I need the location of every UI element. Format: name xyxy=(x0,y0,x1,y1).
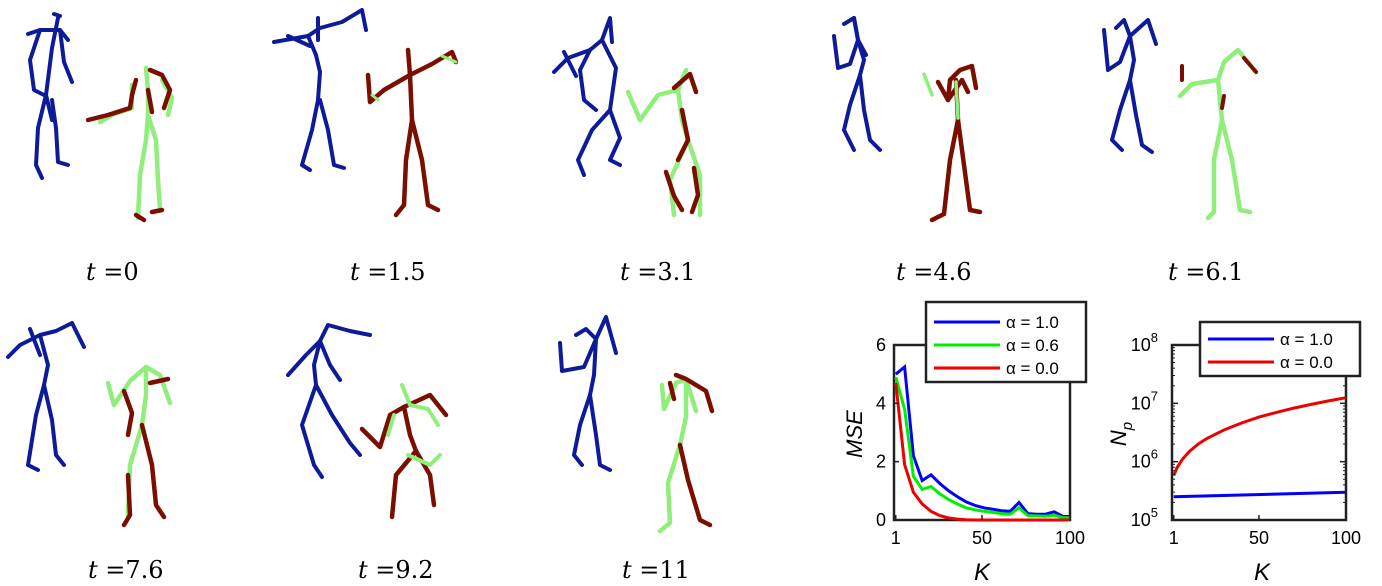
x-tick-label: 50 xyxy=(1249,528,1269,548)
pose-frame-8 xyxy=(558,315,715,534)
person-a-skeleton xyxy=(832,16,882,152)
series-line xyxy=(894,376,1070,520)
frame-caption: t =1.5 xyxy=(350,258,426,286)
y-axis-label: Np xyxy=(1106,422,1136,446)
person-a-skeleton xyxy=(272,8,368,172)
x-tick-label: 1 xyxy=(891,528,901,548)
svg-text:Np: Np xyxy=(1106,422,1136,446)
pose-frame-3 xyxy=(552,16,703,218)
series-line xyxy=(894,382,1070,522)
prediction-skeleton xyxy=(121,376,171,528)
gt-skeleton xyxy=(386,383,442,467)
series-line xyxy=(894,363,1070,518)
prediction-skeleton xyxy=(359,392,449,520)
person-a-skeleton xyxy=(286,323,372,479)
x-tick-label: 1 xyxy=(1169,528,1179,548)
prediction-skeleton xyxy=(85,67,173,223)
legend-label: α = 0.6 xyxy=(1006,336,1059,355)
person-a-skeleton xyxy=(1102,18,1158,154)
prediction-skeleton xyxy=(667,372,715,528)
mse-chart: 1 50 100 0 2 4 6 K MSE α = 1.0 α = 0.6 α = 0.… xyxy=(842,300,1088,586)
x-tick-label: 100 xyxy=(1055,528,1085,548)
gt-skeleton xyxy=(370,54,458,102)
legend-label: α = 0.0 xyxy=(1280,353,1333,372)
y-tick-label: 108 xyxy=(1131,330,1158,355)
frame-caption: t =9.2 xyxy=(358,556,434,584)
frame-caption: t =0 xyxy=(86,258,139,286)
person-a-skeleton xyxy=(6,321,86,472)
pose-frame-4 xyxy=(832,16,983,223)
gt-skeleton xyxy=(657,376,699,534)
legend-label: α = 0.0 xyxy=(1006,359,1059,378)
legend: α = 1.0 α = 0.6 α = 0.0 xyxy=(924,300,1088,384)
person-a-skeleton xyxy=(558,315,618,472)
legend-label: α = 1.0 xyxy=(1280,330,1333,349)
pose-frame-1 xyxy=(26,12,175,223)
series-line xyxy=(1173,490,1347,499)
gt-skeleton xyxy=(105,364,173,518)
y-tick-label: 6 xyxy=(876,335,886,355)
person-a-skeleton xyxy=(26,12,74,180)
prediction-skeleton xyxy=(663,71,701,215)
x-tick-label: 100 xyxy=(1331,528,1361,548)
legend-box xyxy=(1198,320,1362,378)
gt-skeleton xyxy=(1177,47,1259,221)
prediction-skeleton xyxy=(1180,56,1258,110)
prediction-skeleton xyxy=(365,47,459,218)
np-chart: 1 50 100 105 106 107 108 K Np α = 1.0 α = 0.0 xyxy=(1106,320,1362,586)
frame-caption: t =3.1 xyxy=(620,258,696,286)
legend-label: α = 1.0 xyxy=(1006,313,1059,332)
y-axis-label: MSE xyxy=(842,410,867,458)
x-axis-label: K xyxy=(1254,559,1271,586)
gt-skeleton xyxy=(922,72,960,120)
frame-caption: t =6.1 xyxy=(1168,258,1244,286)
legend: α = 1.0 α = 0.0 xyxy=(1198,320,1362,378)
pose-frame-6 xyxy=(6,321,173,528)
pose-frame-5 xyxy=(1102,18,1259,221)
pose-frame-2 xyxy=(272,8,459,218)
gt-skeleton xyxy=(97,65,175,221)
x-axis-label: K xyxy=(974,559,991,586)
y-tick-label: 4 xyxy=(876,393,886,413)
series-line xyxy=(1172,396,1347,477)
frame-caption: t =7.6 xyxy=(88,556,164,584)
y-tick-label: 105 xyxy=(1131,505,1158,530)
pose-frame-7 xyxy=(286,323,449,520)
frame-caption: t =11 xyxy=(622,556,690,584)
y-tick-label: 107 xyxy=(1131,388,1158,413)
x-tick-label: 50 xyxy=(972,528,992,548)
frame-caption: t =4.6 xyxy=(896,258,972,286)
person-a-skeleton xyxy=(552,16,622,177)
y-tick-label: 0 xyxy=(876,510,886,530)
y-tick-label: 2 xyxy=(876,452,886,472)
y-tick-label: 106 xyxy=(1131,447,1158,472)
